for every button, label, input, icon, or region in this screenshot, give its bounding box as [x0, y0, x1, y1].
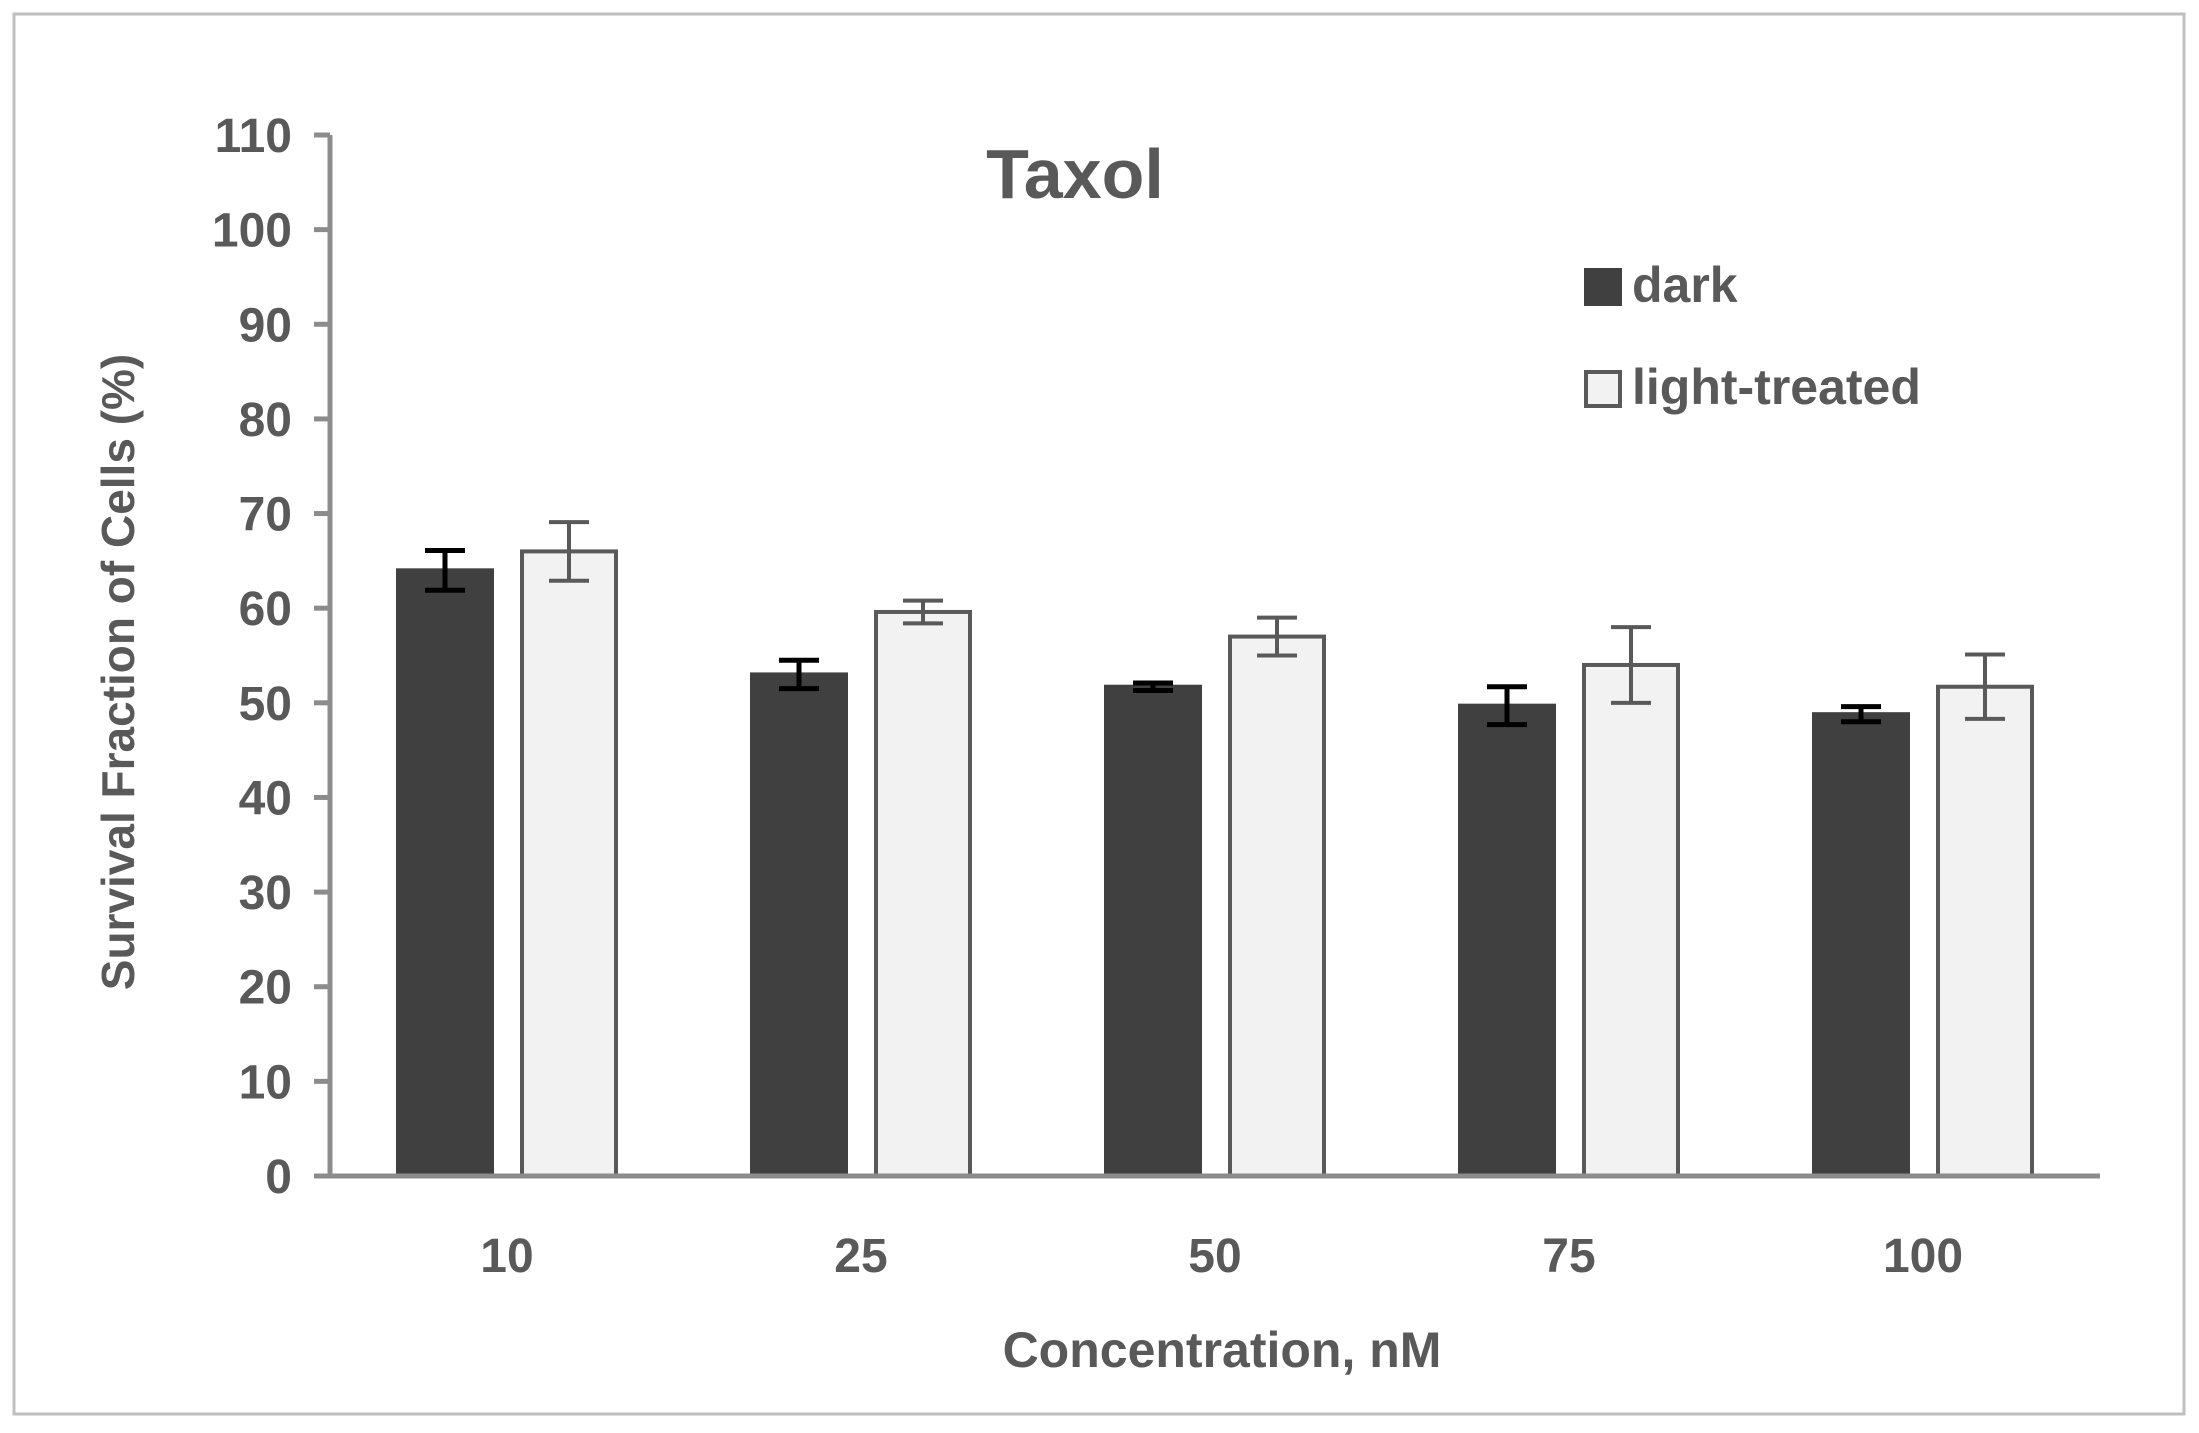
legend-swatch-light-treated: [1584, 370, 1622, 408]
x-tick-label: 75: [1542, 1230, 1595, 1283]
bar-dark: [396, 568, 494, 1178]
bar-dark: [1104, 684, 1202, 1178]
y-tick-label: 70: [239, 489, 292, 542]
y-tick-label: 30: [239, 867, 292, 920]
y-tick-label: 50: [239, 678, 292, 731]
error-bar: [1257, 615, 1297, 658]
error-bar: [1487, 684, 1527, 728]
bar-light-treated: [874, 609, 972, 1178]
y-axis-label: Survival Fraction of Cells (%): [92, 354, 144, 990]
legend: dark light-treated: [1584, 257, 1921, 415]
x-axis-label: Concentration, nM: [1003, 1322, 1442, 1378]
bar-light-treated: [1582, 662, 1680, 1178]
error-bar: [1841, 704, 1881, 725]
legend-label-light-treated: light-treated: [1632, 359, 1921, 415]
legend-swatch-dark: [1584, 268, 1622, 306]
error-bar: [1965, 652, 2005, 721]
error-bar: [1133, 680, 1173, 694]
bar-dark: [1812, 712, 1910, 1178]
chart-title: Taxol: [986, 135, 1164, 213]
bar-light-treated: [1228, 634, 1326, 1178]
x-tick-label: 25: [834, 1230, 887, 1283]
error-bar: [425, 547, 465, 593]
y-tick-label: 40: [239, 772, 292, 825]
y-tick-label: 20: [239, 962, 292, 1015]
y-tick-label: 80: [239, 394, 292, 447]
error-bar: [903, 598, 943, 626]
x-tick-label: 100: [1883, 1230, 1963, 1283]
error-bar: [1611, 625, 1651, 705]
y-axis-ticks: 0 10 20 30 40 50 60 70 80 90 100 110: [212, 110, 330, 1204]
y-tick-label: 110: [215, 110, 292, 163]
bar-dark: [1458, 703, 1556, 1178]
bar-light-treated: [520, 549, 618, 1178]
y-tick-label: 0: [265, 1151, 292, 1204]
bar-light-treated: [1936, 684, 2034, 1178]
y-tick-label: 100: [212, 205, 292, 258]
x-tick-label: 50: [1188, 1230, 1241, 1283]
error-bar: [779, 657, 819, 692]
legend-label-dark: dark: [1632, 257, 1738, 313]
x-tick-label: 10: [480, 1230, 533, 1283]
bar-dark: [750, 672, 848, 1178]
y-tick-label: 90: [239, 299, 292, 352]
bars-group: [396, 520, 2034, 1178]
error-bar: [549, 520, 589, 583]
y-tick-label: 60: [239, 583, 292, 636]
x-axis-ticks: 10 25 50 75 100: [480, 1230, 1963, 1283]
y-tick-label: 10: [239, 1056, 292, 1109]
